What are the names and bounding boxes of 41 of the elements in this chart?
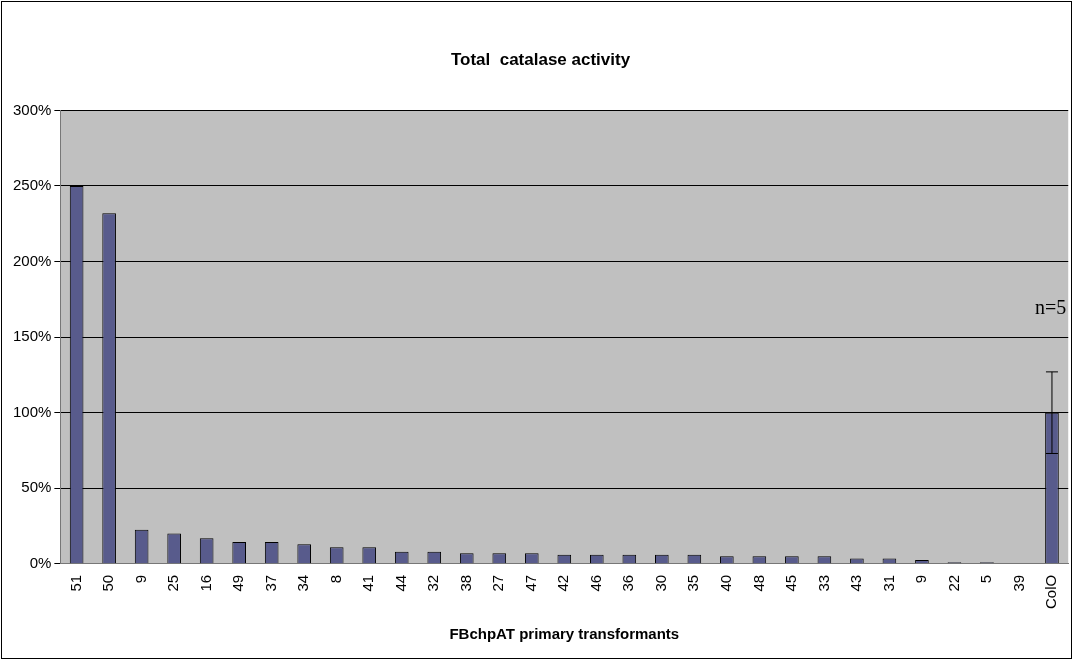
x-tick-label: 51 — [66, 574, 84, 592]
x-tick-label: 43 — [847, 574, 865, 592]
y-tick-label: 250% — [12, 176, 52, 194]
x-tick-label: 47 — [521, 574, 539, 592]
x-tick-label: 37 — [261, 574, 279, 592]
x-tick-label: 50 — [99, 574, 117, 592]
x-tick-label: 5 — [977, 574, 995, 584]
x-tick-label: 41 — [359, 574, 377, 592]
x-tick-label: 8 — [326, 574, 344, 584]
annotation: n=5 — [1034, 296, 1067, 319]
x-tick-label: 45 — [782, 574, 800, 592]
x-tick-label: 39 — [1009, 574, 1027, 592]
x-tick-label: ColO — [1042, 574, 1060, 610]
x-tick-label: 48 — [749, 574, 767, 592]
y-tick-label: 200% — [12, 251, 52, 269]
x-tick-label: 46 — [586, 574, 604, 592]
x-tick-label: 30 — [651, 574, 669, 592]
x-tick-label: 25 — [164, 574, 182, 592]
x-tick-label: 34 — [294, 574, 312, 592]
y-tick-label: 50% — [21, 478, 52, 496]
x-tick-label: 36 — [619, 574, 637, 592]
x-tick-label: 49 — [229, 574, 247, 592]
x-tick-label: 32 — [424, 574, 442, 592]
x-tick-label: 35 — [684, 574, 702, 592]
x-tick-label: 42 — [554, 574, 572, 592]
x-tick-label: 31 — [879, 574, 897, 592]
x-axis-title: FBchpAT primary transformants — [449, 625, 680, 643]
x-tick-label: 22 — [944, 574, 962, 592]
x-tick-label: 38 — [456, 574, 474, 592]
y-tick-label: 300% — [12, 100, 52, 118]
x-tick-label: 40 — [716, 574, 734, 592]
y-tick-label: 0% — [29, 553, 52, 571]
x-tick-label: 33 — [814, 574, 832, 592]
y-tick-label: 150% — [12, 327, 52, 345]
x-tick-label: 44 — [391, 574, 409, 592]
x-tick-label: 16 — [196, 574, 214, 592]
x-tick-label: 27 — [489, 574, 507, 592]
chart-title: Total catalase activity — [450, 49, 631, 69]
y-tick-label: 100% — [12, 402, 52, 420]
x-tick-label: 9 — [912, 574, 930, 584]
x-tick-label: 9 — [131, 574, 149, 584]
